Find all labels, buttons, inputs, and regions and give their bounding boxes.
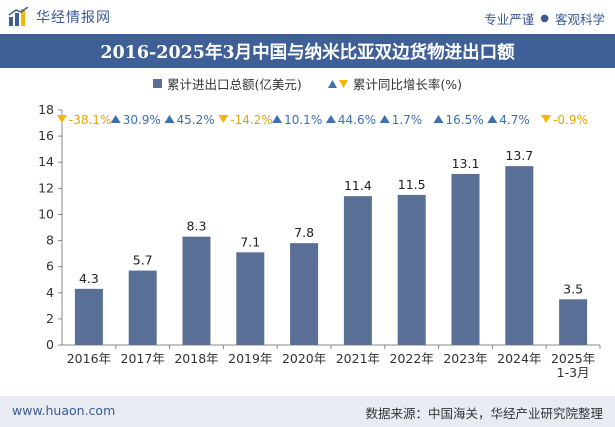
- bar-value-label: 13.7: [505, 148, 533, 163]
- x-tick-label: 1-3月: [557, 365, 590, 380]
- growth-label: 4.7%: [499, 113, 530, 127]
- growth-arrows-icon: [327, 79, 348, 88]
- chart-title-bar: 2016-2025年3月中国与纳米比亚双边货物进出口额: [0, 34, 615, 68]
- slogan-left: 专业严谨: [484, 12, 535, 27]
- top-bar: 华经情报网 专业严谨 ● 客观科学: [0, 0, 615, 34]
- growth-label: 10.1%: [284, 113, 322, 127]
- y-tick-label: 10: [38, 206, 54, 221]
- growth-label: 44.6%: [338, 113, 376, 127]
- growth-label: -14.2%: [230, 113, 272, 127]
- x-tick-label: 2018年: [174, 351, 218, 366]
- bar: [128, 270, 157, 345]
- bar: [559, 299, 588, 345]
- bar-value-label: 5.7: [133, 253, 153, 268]
- y-tick-label: 4: [46, 285, 54, 300]
- brand-name: 华经情报网: [36, 10, 111, 26]
- logo-icon: [8, 7, 29, 26]
- growth-up-icon: [110, 115, 121, 123]
- bar: [451, 173, 480, 345]
- bar-value-label: 7.8: [294, 225, 314, 240]
- legend-growth-label: 累计同比增长率(%): [352, 77, 462, 92]
- growth-label: 1.7%: [392, 113, 423, 127]
- bar-value-label: 3.5: [563, 281, 583, 296]
- x-tick-label: 2017年: [121, 351, 165, 366]
- growth-up-icon: [164, 115, 175, 123]
- growth-up-icon: [433, 115, 444, 123]
- growth-up-icon: [325, 115, 336, 123]
- bar-value-label: 4.3: [79, 271, 99, 286]
- chart-title: 2016-2025年3月中国与纳米比亚双边货物进出口额: [100, 42, 515, 63]
- bar-value-label: 7.1: [240, 234, 260, 249]
- footer-url-link[interactable]: www.huaon.com: [12, 403, 116, 418]
- bar-value-label: 11.4: [344, 178, 372, 193]
- y-tick-label: 12: [38, 180, 54, 195]
- footer-source: 数据来源：中国海关，华经产业研究院整理: [365, 406, 603, 421]
- y-tick-label: 14: [38, 154, 54, 169]
- growth-up-icon: [272, 115, 283, 123]
- y-tick-label: 18: [38, 102, 54, 117]
- bar: [290, 243, 319, 345]
- bar: [343, 196, 372, 345]
- x-tick-label: 2022年: [390, 351, 434, 366]
- bar-value-label: 11.5: [398, 177, 426, 192]
- growth-label: -0.9%: [553, 113, 588, 127]
- x-tick-label: 2024年: [497, 351, 541, 366]
- bar-value-label: 13.1: [452, 156, 480, 171]
- x-tick-label: 2020年: [282, 351, 326, 366]
- footer: www.huaon.com 数据来源：中国海关，华经产业研究院整理: [0, 396, 615, 427]
- legend-item-growth[interactable]: 累计同比增长率(%): [327, 74, 462, 93]
- bar-swatch-icon: [153, 79, 163, 88]
- triangle-up-icon: [327, 79, 337, 88]
- growth-down-icon: [56, 115, 67, 123]
- bar: [74, 288, 103, 345]
- growth-label: 16.5%: [446, 113, 484, 127]
- growth-down-icon: [218, 115, 229, 123]
- growth-label: 30.9%: [123, 113, 161, 127]
- x-tick-label: 2025年: [551, 351, 595, 366]
- x-tick-label: 2016年: [67, 351, 111, 366]
- bar: [182, 236, 211, 345]
- slogan: 专业严谨 ● 客观科学: [484, 9, 605, 28]
- bar: [236, 252, 265, 345]
- growth-down-icon: [541, 115, 552, 123]
- x-tick-label: 2023年: [443, 351, 487, 366]
- brand[interactable]: 华经情报网: [8, 7, 111, 27]
- bar-value-label: 8.3: [187, 219, 207, 234]
- triangle-down-icon: [338, 79, 348, 88]
- y-tick-label: 0: [46, 337, 54, 352]
- growth-up-icon: [487, 115, 498, 123]
- y-tick-label: 8: [46, 233, 54, 248]
- y-tick-label: 6: [46, 259, 54, 274]
- growth-up-icon: [379, 115, 390, 123]
- growth-label: 45.2%: [177, 113, 215, 127]
- y-tick-label: 2: [46, 311, 54, 326]
- y-tick-label: 16: [38, 128, 54, 143]
- legend-total-label: 累计进出口总额(亿美元): [167, 77, 302, 92]
- bar: [505, 166, 534, 345]
- slogan-right: 客观科学: [554, 12, 605, 27]
- legend-item-total[interactable]: 累计进出口总额(亿美元): [153, 74, 302, 93]
- growth-label: -38.1%: [69, 113, 111, 127]
- slogan-separator: ●: [540, 13, 549, 24]
- x-tick-label: 2021年: [336, 351, 380, 366]
- bar-chart: 0 2 4 6 8 10 12 14 16 18 4.3 2016年 -38.1% 5.7 2017年 30.…: [38, 102, 601, 380]
- chart-legend: 累计进出口总额(亿美元) 累计同比增长率(%): [0, 74, 615, 93]
- x-tick-label: 2019年: [228, 351, 272, 366]
- bar: [397, 194, 426, 345]
